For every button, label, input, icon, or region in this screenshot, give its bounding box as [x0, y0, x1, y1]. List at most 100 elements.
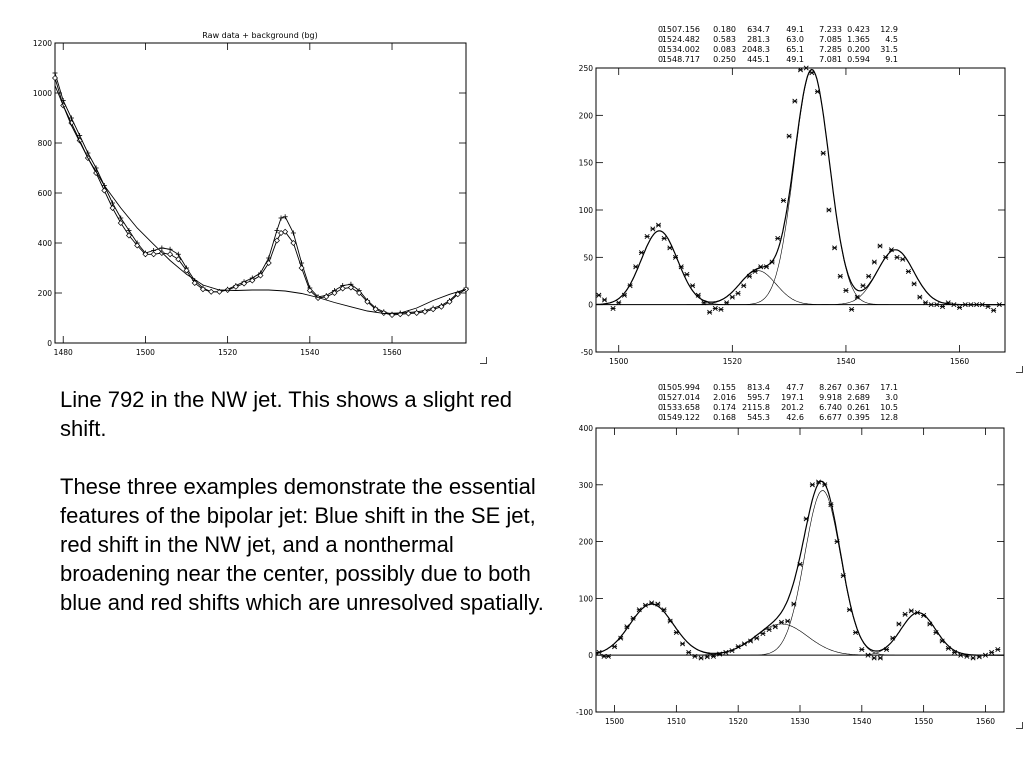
fit-table-cell: 1549.122 — [662, 413, 700, 422]
data-point — [772, 624, 778, 630]
y-tick-label: 800 — [38, 139, 53, 148]
data-point — [769, 259, 775, 265]
fit-table-cell: 1524.482 — [662, 35, 700, 44]
y-tick-label: 300 — [579, 481, 594, 490]
plus-marker — [126, 228, 132, 233]
data-point — [766, 627, 772, 633]
data-point — [797, 561, 803, 567]
fit-table-cell: 201.2 — [781, 403, 804, 412]
data-point — [894, 254, 900, 260]
fit-table-cell: 12.8 — [880, 413, 898, 422]
corner-mark — [1016, 366, 1023, 373]
fit-table-cell: 0 — [658, 45, 663, 54]
data-point — [896, 621, 902, 627]
x-tick-label: 1480 — [54, 348, 73, 357]
data-point — [748, 638, 754, 644]
data-point — [860, 283, 866, 289]
fit-table-cell: 17.1 — [880, 383, 898, 392]
x-tick-label: 1500 — [605, 717, 624, 726]
y-tick-label: 600 — [38, 189, 53, 198]
data-point — [979, 302, 985, 308]
fit-chart-top: 1500 1520 1540 1560-5005010015020025001507.… — [579, 25, 1006, 366]
x-tick-label: 1520 — [723, 357, 742, 366]
data-point — [883, 254, 889, 260]
data-point — [934, 302, 940, 308]
data-point — [991, 307, 997, 313]
data-point — [655, 601, 661, 607]
data-point — [822, 482, 828, 488]
component-curve — [596, 612, 1004, 656]
fit-table-cell: 2.689 — [847, 393, 870, 402]
data-point — [680, 641, 686, 647]
diamond-marker — [265, 260, 272, 266]
data-point — [914, 610, 920, 616]
diamond-marker — [290, 240, 297, 246]
fit-table-cell: 0.594 — [847, 55, 870, 64]
fit-table-cell: 7.085 — [819, 35, 842, 44]
diamond-marker — [389, 312, 396, 318]
component-curve — [595, 230, 1005, 306]
x-tick-label: 1520 — [218, 348, 237, 357]
data-point — [849, 306, 855, 312]
data-point — [859, 647, 865, 653]
diamond-marker — [150, 251, 157, 258]
data-point — [922, 300, 928, 306]
plot-frame — [54, 42, 467, 344]
data-point — [684, 271, 690, 277]
data-point — [729, 648, 735, 654]
data-point — [854, 294, 860, 300]
fit-table-cell: 1505.994 — [662, 383, 700, 392]
fit-table-cell: 197.1 — [781, 393, 804, 402]
bottom-right-chart-panel: 1500 1510 1520 1530 1540 1550 1560 -100 0 100 200 3… — [560, 378, 1024, 748]
plus-marker — [159, 245, 165, 251]
diamond-marker — [257, 272, 264, 279]
diamond-marker — [249, 277, 256, 284]
data-point — [673, 254, 679, 260]
fit-table-cell: 813.4 — [747, 383, 770, 392]
data-point — [888, 247, 894, 253]
y-tick-label: 0 — [47, 339, 52, 348]
data-point — [905, 269, 911, 275]
top-right-chart-panel: 1500 1520 1540 1560 -50 0 50 100 150 200 250 0 1507.… — [560, 20, 1024, 380]
y-tick-label: 1000 — [33, 89, 52, 98]
raw-data-chart: 1480 1500 1520 1540 1560 0 200 400 600 800 1000 120… — [33, 31, 469, 357]
data-point — [624, 624, 630, 630]
fit-table-cell: 0 — [658, 25, 663, 34]
diamond-marker — [413, 310, 420, 316]
fit-table-cell: 445.1 — [747, 55, 770, 64]
fit-table-cell: 0 — [658, 35, 663, 44]
diamond-marker — [273, 237, 280, 244]
plus-marker — [77, 133, 83, 138]
data-point — [686, 649, 692, 655]
data-point — [834, 539, 840, 545]
data-point — [968, 302, 974, 308]
data-point — [921, 612, 927, 618]
plus-marker — [282, 214, 288, 220]
data-point — [900, 256, 906, 262]
diamond-marker — [372, 306, 379, 313]
fit-table-cell: 65.1 — [786, 45, 804, 54]
data-point — [649, 600, 655, 606]
data-point — [952, 649, 958, 655]
data-point — [917, 294, 923, 300]
data-point — [962, 302, 968, 308]
series-line — [54, 77, 467, 316]
fit-table-cell: 0 — [658, 413, 663, 422]
y-tick-label: 150 — [579, 159, 594, 168]
data-point — [865, 652, 871, 658]
fit-table-cell: 7.285 — [819, 45, 842, 54]
y-tick-label: 400 — [38, 239, 53, 248]
plot-frame — [595, 427, 1005, 713]
diamond-marker — [125, 232, 132, 239]
plus-marker — [274, 228, 280, 233]
y-tick-label: 250 — [579, 64, 594, 73]
fit-table-cell: 281.3 — [747, 35, 770, 44]
fit-table-cell: 1548.717 — [662, 55, 700, 64]
diamond-marker — [380, 310, 387, 316]
data-point — [871, 655, 877, 661]
fit-chart-bottom: 1500 1510 1520 1530 1540 1550 1560 -100 0 100 200 3… — [576, 383, 1005, 726]
plus-marker — [85, 150, 91, 156]
fit-table-cell: 7.233 — [819, 25, 842, 34]
diamond-marker — [183, 267, 190, 274]
data-point — [644, 233, 650, 240]
